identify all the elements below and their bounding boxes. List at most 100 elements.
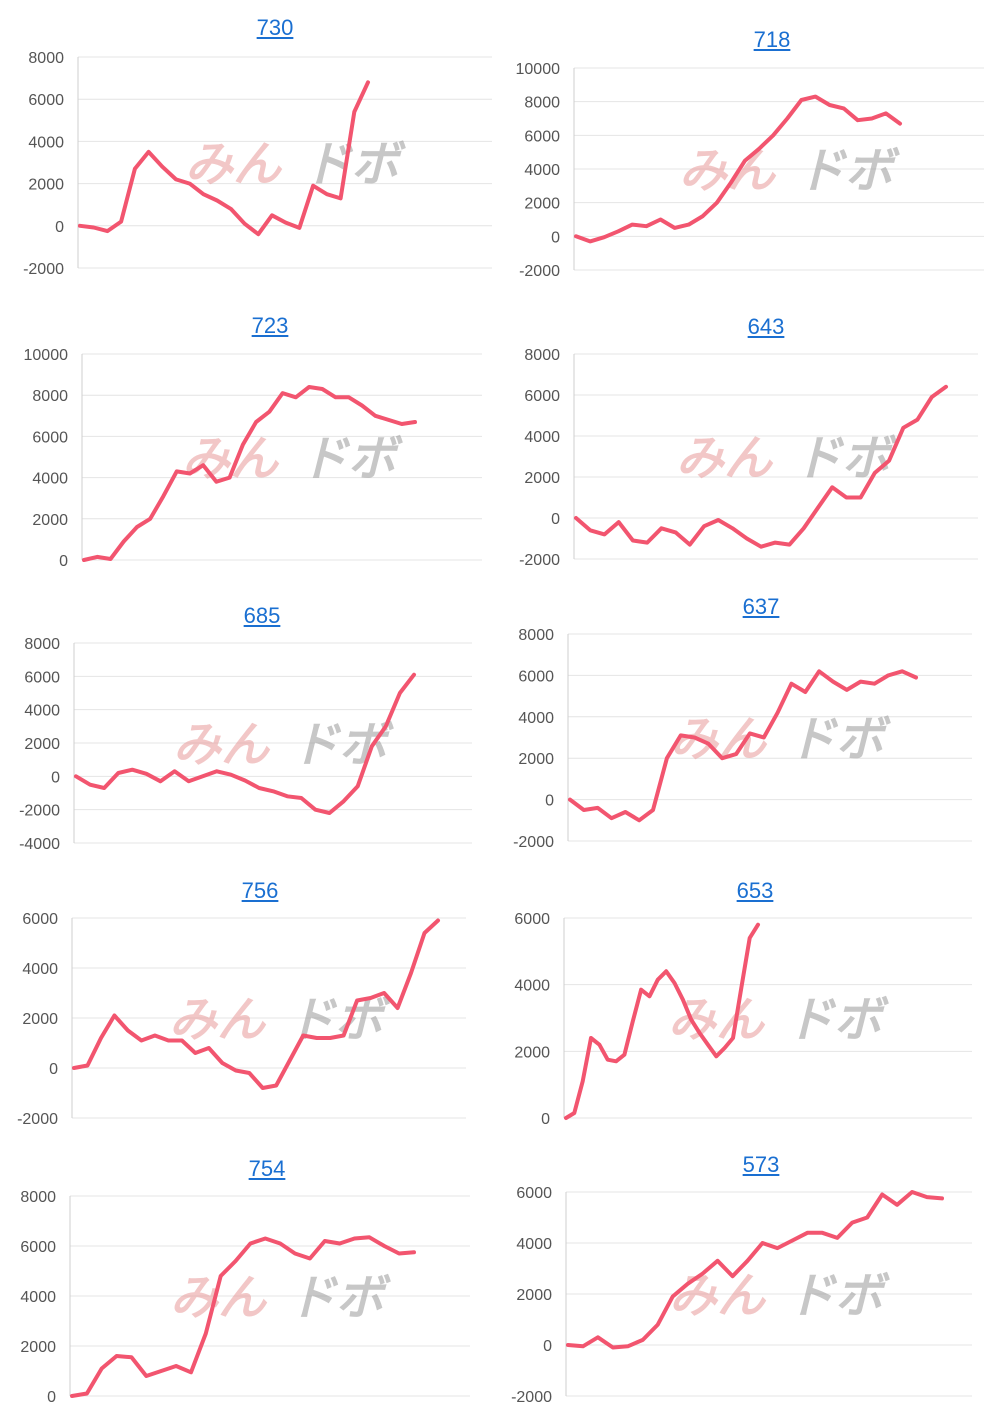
data-point (422, 931, 427, 935)
data-point (315, 1036, 319, 1040)
data-point (78, 224, 82, 228)
chart-title-link[interactable]: 718 (753, 27, 791, 52)
watermark-right: ドボ (797, 143, 900, 199)
data-point (762, 735, 766, 740)
data-point (241, 443, 245, 447)
y-tick-label: 6000 (22, 911, 58, 928)
data-point (338, 196, 343, 200)
data-point (220, 1061, 224, 1065)
data-point (626, 1344, 630, 1348)
data-point (261, 1086, 265, 1090)
data-point (827, 103, 832, 107)
y-tick-label: 2000 (518, 751, 554, 768)
data-point (687, 222, 691, 227)
data-point (644, 224, 649, 228)
data-point (602, 235, 606, 239)
data-point (294, 395, 298, 399)
data-point (233, 1259, 238, 1263)
data-point (716, 518, 720, 522)
y-tick-label: 0 (55, 219, 64, 236)
data-point (681, 998, 685, 1002)
data-point (328, 1036, 332, 1040)
data-point (122, 539, 126, 544)
chart-title-link[interactable]: 723 (251, 313, 289, 338)
data-point (789, 682, 794, 686)
data-point (658, 217, 663, 222)
data-point (398, 691, 402, 695)
y-tick-label: 0 (51, 769, 60, 786)
y-tick-label: 2000 (516, 1287, 552, 1304)
data-point (342, 1033, 346, 1038)
data-point (745, 536, 749, 541)
chart-title-link[interactable]: 637 (742, 594, 780, 619)
data-point (706, 742, 711, 746)
data-point (656, 978, 660, 982)
data-point (870, 116, 874, 121)
data-point (665, 756, 669, 760)
data-point (884, 111, 888, 116)
data-point (688, 543, 692, 547)
data-point (187, 779, 191, 783)
chart-title-link[interactable]: 573 (742, 1152, 780, 1177)
y-tick-label: -2000 (511, 1389, 552, 1406)
data-point (850, 1221, 854, 1225)
series-line (82, 385, 417, 562)
data-point (743, 158, 747, 163)
y-tick-label: -2000 (17, 1111, 58, 1128)
data-point (355, 998, 359, 1003)
y-tick-label: 2000 (24, 736, 60, 753)
chart-643: 8000 6000 4000 2000 0 -2000 みん ドボ (519, 347, 978, 569)
data-point (130, 768, 134, 772)
data-point (602, 532, 607, 537)
data-point (88, 783, 92, 787)
data-point (148, 517, 152, 521)
data-point (99, 1036, 103, 1040)
data-point (278, 1241, 282, 1246)
chart-title-link[interactable]: 756 (241, 878, 279, 903)
data-point (572, 1111, 576, 1115)
data-point (940, 1196, 944, 1200)
data-point (189, 1370, 193, 1374)
data-point (174, 1364, 178, 1368)
data-point (872, 682, 877, 686)
data-point (639, 988, 643, 992)
chart-title-link[interactable]: 653 (736, 878, 774, 903)
data-point (574, 234, 578, 238)
data-point (175, 469, 179, 474)
data-point (631, 1019, 635, 1023)
data-point (144, 1374, 148, 1378)
y-tick-label: 4000 (22, 961, 58, 978)
y-tick-label: 8000 (28, 50, 64, 67)
chart-title-link[interactable]: 643 (747, 314, 785, 339)
data-point (637, 818, 641, 822)
data-point (611, 1345, 615, 1350)
chart-title-link[interactable]: 754 (248, 1156, 286, 1181)
data-point (270, 213, 274, 217)
data-point (247, 1071, 251, 1075)
watermark-right: ドボ (787, 1268, 890, 1324)
data-point (689, 1018, 693, 1022)
data-point (242, 222, 247, 226)
chart-title-link[interactable]: 730 (256, 15, 294, 40)
y-tick-label: 6000 (32, 429, 68, 446)
data-point (925, 1195, 929, 1199)
data-point (760, 1241, 765, 1245)
chart-637: 8000 6000 4000 2000 0 -2000 みん ドボ (513, 627, 972, 851)
data-point (813, 95, 818, 99)
data-point (835, 1236, 839, 1240)
watermark-right: ドボ (786, 992, 889, 1048)
chart-title-link[interactable]: 685 (243, 603, 281, 628)
data-point (254, 420, 258, 424)
watermark-right: ドボ (794, 431, 897, 487)
data-point (614, 1059, 618, 1063)
data-point (647, 994, 652, 998)
data-point (382, 1244, 386, 1248)
data-point (805, 1231, 809, 1235)
data-point (166, 1038, 170, 1043)
chart-573: 6000 4000 2000 0 -2000 みん ドボ (511, 1185, 972, 1406)
data-point (285, 794, 289, 798)
data-point (672, 981, 677, 985)
data-point (880, 1192, 884, 1197)
